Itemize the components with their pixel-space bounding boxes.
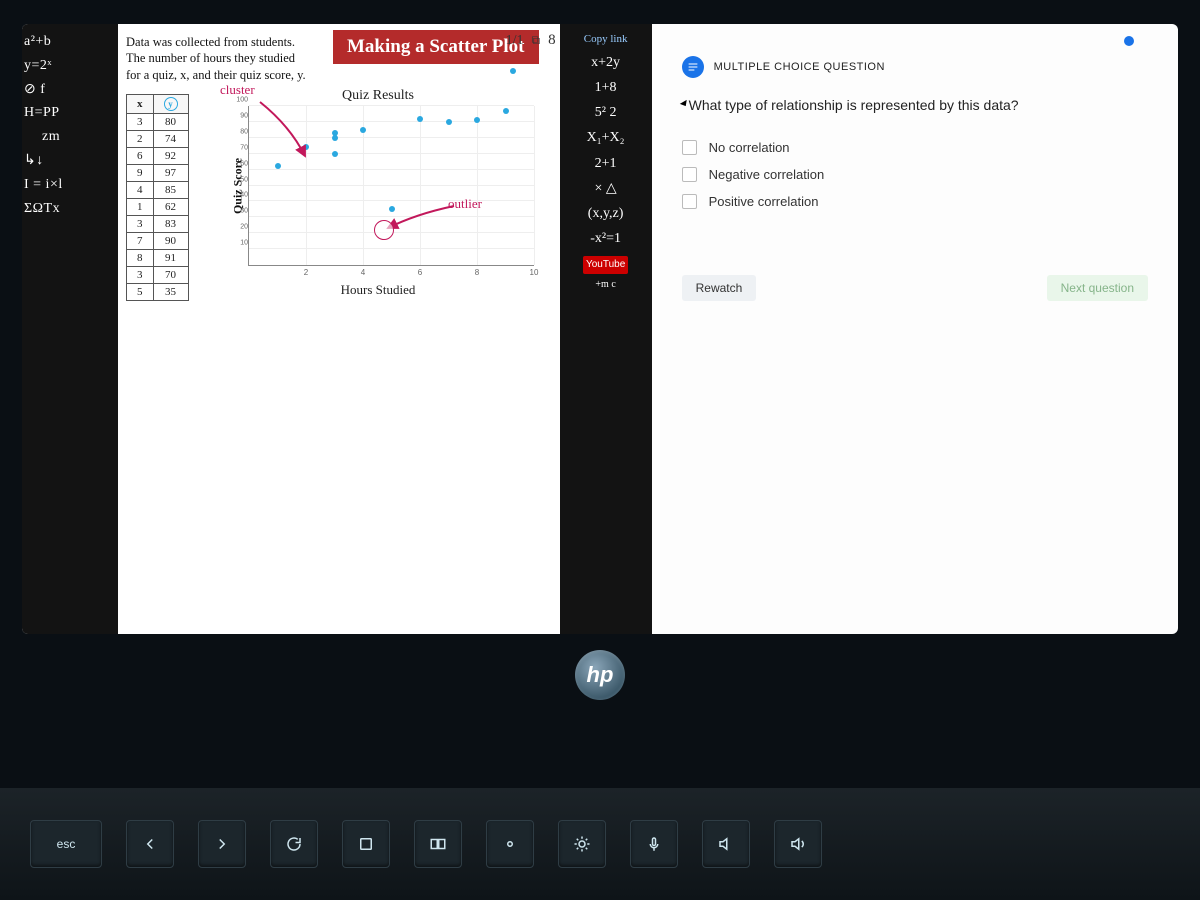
- chalk-text: I = i×l: [24, 173, 116, 197]
- chart-title: Quiz Results: [222, 88, 534, 104]
- table-row: 162: [127, 199, 189, 216]
- slide-area: Data was collected from students. The nu…: [118, 24, 560, 634]
- table-head-x: x: [127, 95, 154, 114]
- checkbox[interactable]: [682, 167, 697, 182]
- youtube-badge: YouTube: [583, 256, 628, 274]
- mcq-type-icon: [682, 56, 704, 78]
- key-mute[interactable]: [702, 820, 750, 868]
- question-text: What type of relationship is represented…: [682, 96, 1148, 116]
- annotation-cluster: cluster: [220, 82, 255, 98]
- quiz-pane: MULTIPLE CHOICE QUESTION What type of re…: [652, 24, 1178, 634]
- table-row: 274: [127, 131, 189, 148]
- status-dot: [1124, 36, 1134, 46]
- scatter-point: [389, 206, 395, 212]
- key-volume[interactable]: [774, 820, 822, 868]
- keyboard-row: esc: [0, 788, 1200, 900]
- scatter-point: [332, 151, 338, 157]
- option-label: Positive correlation: [709, 194, 819, 209]
- checkbox[interactable]: [682, 140, 697, 155]
- scatter-point: [474, 117, 480, 123]
- key-refresh[interactable]: [270, 820, 318, 868]
- scatter-point: [332, 130, 338, 136]
- chalk-text: +m c: [560, 276, 652, 294]
- key-forward[interactable]: [198, 820, 246, 868]
- chalk-text: Copy link: [560, 30, 652, 50]
- share-icon[interactable]: ⧉: [532, 33, 541, 48]
- chalk-left-strip: a²+b y=2ˣ ⊘ f H=PP zm ↳↓ I = i×l ΣΩTx: [22, 24, 118, 634]
- option-row[interactable]: No correlation: [682, 134, 1148, 161]
- chalk-text: × △: [560, 176, 652, 201]
- table-row: 370: [127, 267, 189, 284]
- scatter-point: [303, 144, 309, 150]
- chalk-text: 1+8: [560, 75, 652, 100]
- option-row[interactable]: Positive correlation: [682, 188, 1148, 215]
- option-label: Negative correlation: [709, 167, 825, 182]
- chalk-right-strip: Copy link x+2y 1+8 5² 2 X₁+X₂ 2+1 × △ (x…: [560, 24, 652, 634]
- table-row: 485: [127, 182, 189, 199]
- key-esc[interactable]: esc: [30, 820, 102, 868]
- options-list: No correlation Negative correlation Posi…: [682, 134, 1148, 215]
- chalk-text: X₁+X₂: [560, 125, 652, 150]
- key-mic[interactable]: [630, 820, 678, 868]
- scatter-point: [446, 119, 452, 125]
- chalk-text: -x²=1: [560, 226, 652, 251]
- table-head-y: y: [153, 95, 188, 114]
- table-row: 380: [127, 114, 189, 131]
- chalk-text: 2+1: [560, 151, 652, 176]
- video-pane: a²+b y=2ˣ ⊘ f H=PP zm ↳↓ I = i×l ΣΩTx Co…: [22, 24, 652, 634]
- table-row: 692: [127, 148, 189, 165]
- option-label: No correlation: [709, 140, 790, 155]
- scatter-point: [417, 116, 423, 122]
- chalk-text: a²+b: [24, 30, 116, 54]
- share-badge: 8: [548, 32, 556, 49]
- plot-area: 246810: [248, 106, 534, 266]
- annotation-outlier: outlier: [448, 196, 482, 212]
- scatter-point: [275, 163, 281, 169]
- chalk-text: x+2y: [560, 50, 652, 75]
- chalk-text: 5² 2: [560, 100, 652, 125]
- table-row: 891: [127, 250, 189, 267]
- share-row: 1/1 ⧉ 8: [506, 32, 556, 49]
- data-table: x y 380274692997485162383790891370535: [126, 94, 189, 301]
- key-fullscreen[interactable]: [342, 820, 390, 868]
- key-overview[interactable]: [414, 820, 462, 868]
- key-back[interactable]: [126, 820, 174, 868]
- table-row: 535: [127, 284, 189, 301]
- mcq-type-label: MULTIPLE CHOICE QUESTION: [714, 61, 885, 73]
- chalk-text: ΣΩTx: [24, 197, 116, 221]
- chalk-text: ⊘ f: [24, 78, 116, 102]
- scatter-point: [503, 108, 509, 114]
- table-row: 790: [127, 233, 189, 250]
- chalk-text: (x,y,z): [560, 201, 652, 226]
- key-brightness-up[interactable]: [558, 820, 606, 868]
- share-ratio: 1/1: [506, 33, 524, 49]
- rewatch-button[interactable]: Rewatch: [682, 275, 757, 301]
- table-row: 997: [127, 165, 189, 182]
- decorative-dot: [510, 68, 516, 74]
- table-row: 383: [127, 216, 189, 233]
- hp-logo: hp: [575, 650, 625, 700]
- chalk-text: H=PP: [24, 101, 116, 125]
- chart-xlabel: Hours Studied: [222, 282, 534, 298]
- scatter-chart: Quiz Results Quiz Score 246810 102030405…: [222, 88, 534, 298]
- chalk-text: ↳↓: [24, 149, 116, 173]
- cursor-icon: [679, 100, 688, 108]
- option-row[interactable]: Negative correlation: [682, 161, 1148, 188]
- outlier-highlight-circle: [374, 220, 394, 240]
- scatter-point: [360, 127, 366, 133]
- slide-description: Data was collected from students. The nu…: [126, 34, 330, 83]
- chalk-text: zm: [24, 125, 116, 149]
- key-brightness-down[interactable]: [486, 820, 534, 868]
- next-question-button[interactable]: Next question: [1047, 275, 1148, 301]
- chalk-text: y=2ˣ: [24, 54, 116, 78]
- checkbox[interactable]: [682, 194, 697, 209]
